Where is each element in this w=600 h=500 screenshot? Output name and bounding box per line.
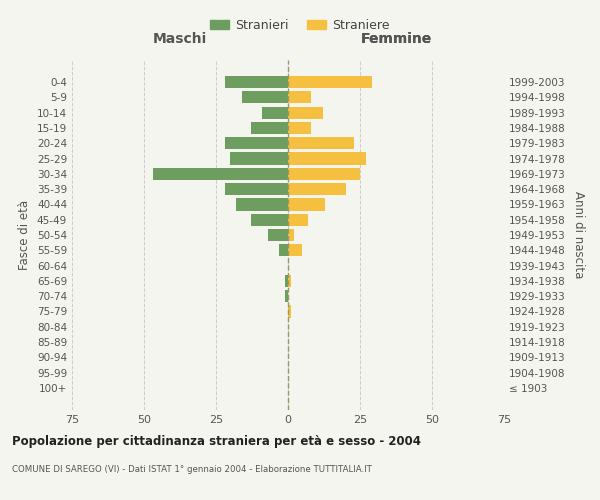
Bar <box>236 198 288 210</box>
Bar <box>288 122 311 134</box>
Bar <box>288 137 354 149</box>
Y-axis label: Anni di nascita: Anni di nascita <box>572 192 585 278</box>
Bar <box>285 290 288 302</box>
Bar <box>251 122 288 134</box>
Bar <box>152 168 288 180</box>
Bar <box>288 214 308 226</box>
Bar <box>288 152 366 164</box>
Text: Femmine: Femmine <box>361 32 431 46</box>
Bar <box>288 275 291 287</box>
Bar <box>230 152 288 164</box>
Bar <box>288 168 360 180</box>
Text: Femmine: Femmine <box>361 32 431 46</box>
Text: Maschi: Maschi <box>153 32 207 46</box>
Bar <box>288 306 291 318</box>
Bar <box>224 76 288 88</box>
Bar <box>288 76 371 88</box>
Bar <box>288 91 311 104</box>
Bar <box>288 229 294 241</box>
Bar <box>288 106 323 118</box>
Bar <box>268 229 288 241</box>
Bar <box>224 137 288 149</box>
Legend: Stranieri, Straniere: Stranieri, Straniere <box>205 14 395 37</box>
Text: COMUNE DI SAREGO (VI) - Dati ISTAT 1° gennaio 2004 - Elaborazione TUTTITALIA.IT: COMUNE DI SAREGO (VI) - Dati ISTAT 1° ge… <box>12 465 372 474</box>
Bar <box>288 244 302 256</box>
Bar <box>288 183 346 195</box>
Bar <box>242 91 288 104</box>
Bar <box>262 106 288 118</box>
Bar <box>224 183 288 195</box>
Bar <box>251 214 288 226</box>
Bar <box>288 198 325 210</box>
Text: Popolazione per cittadinanza straniera per età e sesso - 2004: Popolazione per cittadinanza straniera p… <box>12 435 421 448</box>
Bar <box>285 275 288 287</box>
Bar <box>280 244 288 256</box>
Y-axis label: Fasce di età: Fasce di età <box>19 200 31 270</box>
